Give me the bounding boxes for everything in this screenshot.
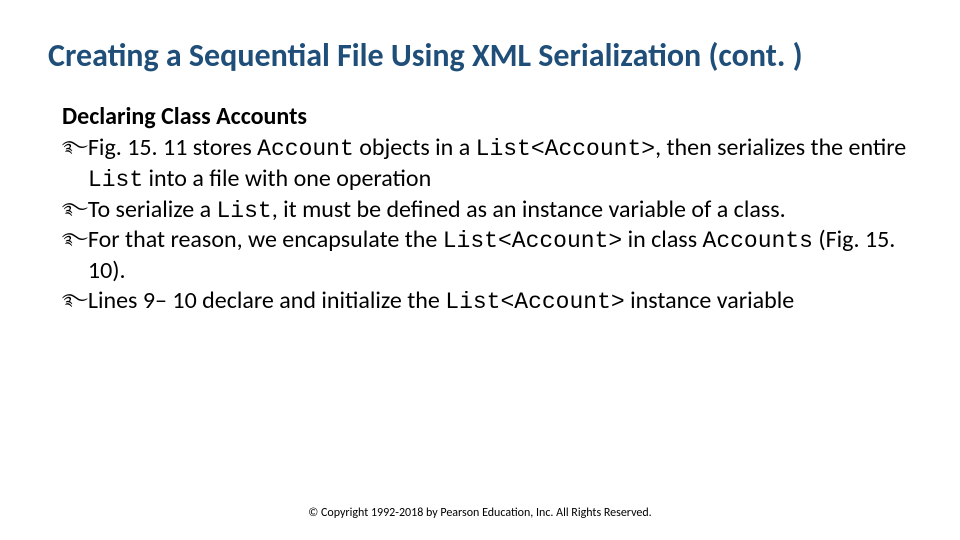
bullet-text: For that reason, we encapsulate the List… bbox=[88, 225, 912, 286]
text-run: To serialize a bbox=[88, 195, 217, 224]
text-run: instance variable bbox=[625, 286, 794, 315]
bullet-icon: ࿐ bbox=[62, 286, 88, 316]
section-subhead: Declaring Class Accounts bbox=[62, 102, 912, 131]
code-run: List bbox=[217, 198, 272, 224]
bullet-text: Lines 9– 10 declare and initialize the L… bbox=[88, 286, 912, 317]
code-run: List<Account> bbox=[443, 228, 622, 254]
bullet-text: To serialize a List, it must be defined … bbox=[88, 195, 912, 226]
text-run: , then serializes the entire bbox=[655, 133, 906, 162]
bullet-icon: ࿐ bbox=[62, 133, 88, 163]
text-run: in class bbox=[622, 225, 702, 254]
copyright-footer: © Copyright 1992-2018 by Pearson Educati… bbox=[0, 506, 960, 520]
text-run: Lines 9– 10 declare and initialize the bbox=[88, 286, 445, 315]
list-item: ࿐ Fig. 15. 11 stores Account objects in … bbox=[62, 133, 912, 195]
code-run: Account bbox=[257, 136, 354, 162]
text-run: into a file with one operation bbox=[143, 164, 431, 193]
bullet-list: ࿐ Fig. 15. 11 stores Account objects in … bbox=[62, 133, 912, 317]
list-item: ࿐ To serialize a List, it must be define… bbox=[62, 195, 912, 226]
bullet-text: Fig. 15. 11 stores Account objects in a … bbox=[88, 133, 912, 195]
slide-title: Creating a Sequential File Using XML Ser… bbox=[48, 36, 912, 76]
text-run: , it must be defined as an instance vari… bbox=[272, 195, 786, 224]
slide: Creating a Sequential File Using XML Ser… bbox=[0, 0, 960, 540]
code-run: List bbox=[88, 167, 143, 193]
code-run: Accounts bbox=[703, 228, 813, 254]
list-item: ࿐ For that reason, we encapsulate the Li… bbox=[62, 225, 912, 286]
text-run: For that reason, we encapsulate the bbox=[88, 225, 443, 254]
bullet-icon: ࿐ bbox=[62, 225, 88, 255]
code-run: List<Account> bbox=[445, 289, 624, 315]
text-run: Fig. 15. 11 stores bbox=[88, 133, 257, 162]
code-run: List<Account> bbox=[476, 136, 655, 162]
list-item: ࿐ Lines 9– 10 declare and initialize the… bbox=[62, 286, 912, 317]
bullet-icon: ࿐ bbox=[62, 195, 88, 225]
text-run: objects in a bbox=[354, 133, 476, 162]
